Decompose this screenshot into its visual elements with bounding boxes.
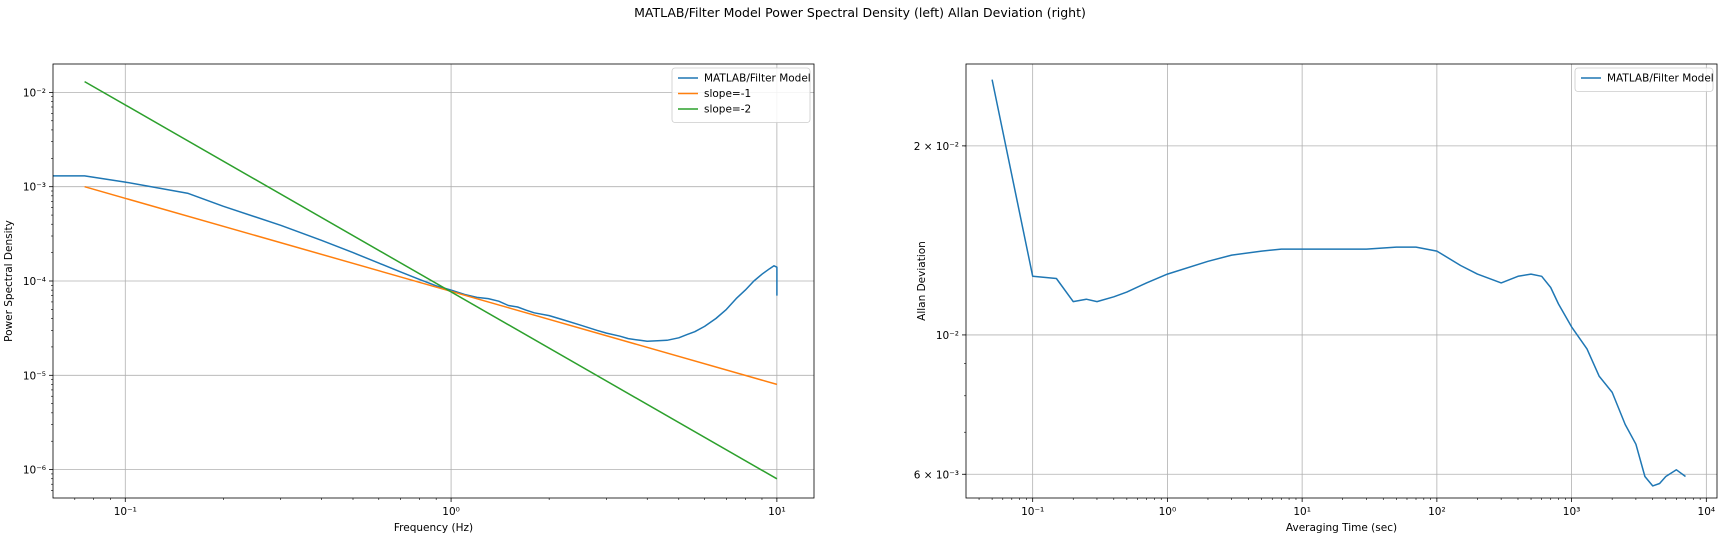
y-axis-label: Allan Deviation — [916, 241, 928, 321]
figure-suptitle: MATLAB/Filter Model Power Spectral Densi… — [634, 5, 1086, 20]
legend-label-2: slope=-2 — [704, 104, 751, 116]
legend-box — [671, 67, 811, 123]
psd-panel: 10⁻¹ 10⁰ 10¹ 10⁻⁶ 10⁻⁵ 10⁻⁴ 10⁻³ 10⁻² Frequency … — [3, 63, 815, 534]
x-tick-label: 10⁻¹ — [1021, 506, 1044, 518]
x-tick-label: 10² — [1428, 506, 1446, 518]
x-axis-label: Frequency (Hz) — [394, 522, 473, 534]
series-line-1 — [84, 185, 778, 386]
legend: MATLAB/Filter Model slope=-1 slope=-2 — [671, 67, 811, 123]
x-tick-label: 10⁻¹ — [114, 506, 137, 518]
allan-panel: 10⁻¹ 10⁰ 10¹ 10² 10³ 10⁴ 6 × 10⁻³ 10⁻² 2 × 10⁻² A… — [914, 63, 1718, 534]
x-axis-label: Averaging Time (sec) — [1286, 522, 1397, 534]
legend-label-0: MATLAB/Filter Model — [1607, 73, 1714, 85]
axes-frame — [965, 63, 1718, 499]
series-line-0 — [53, 175, 778, 342]
y-tick-label: 10⁻⁵ — [23, 370, 46, 382]
x-tick-label: 10¹ — [768, 506, 786, 518]
y-tick-label: 10⁻² — [23, 87, 46, 99]
x-tick-label: 10⁰ — [442, 506, 460, 518]
y-tick-label: 10⁻³ — [23, 182, 46, 194]
y-tick-label: 10⁻⁴ — [23, 276, 46, 288]
legend-label-1: slope=-1 — [704, 88, 751, 100]
legend-box — [1574, 67, 1714, 92]
legend: MATLAB/Filter Model — [1574, 67, 1714, 92]
x-tick-label: 10⁰ — [1159, 506, 1177, 518]
x-tick-label: 10³ — [1563, 506, 1581, 518]
y-axis-label: Power Spectral Density — [3, 220, 15, 342]
series-line-2 — [84, 80, 778, 480]
y-tick-label: 6 × 10⁻³ — [914, 469, 959, 481]
series-line-0 — [991, 79, 1686, 487]
y-tick-label: 10⁻² — [936, 330, 959, 342]
x-tick-label: 10¹ — [1293, 506, 1311, 518]
y-tick-label: 2 × 10⁻² — [914, 141, 959, 153]
y-tick-label: 10⁻⁶ — [23, 465, 46, 477]
legend-label-0: MATLAB/Filter Model — [704, 73, 811, 85]
x-tick-label: 10⁴ — [1698, 506, 1716, 518]
